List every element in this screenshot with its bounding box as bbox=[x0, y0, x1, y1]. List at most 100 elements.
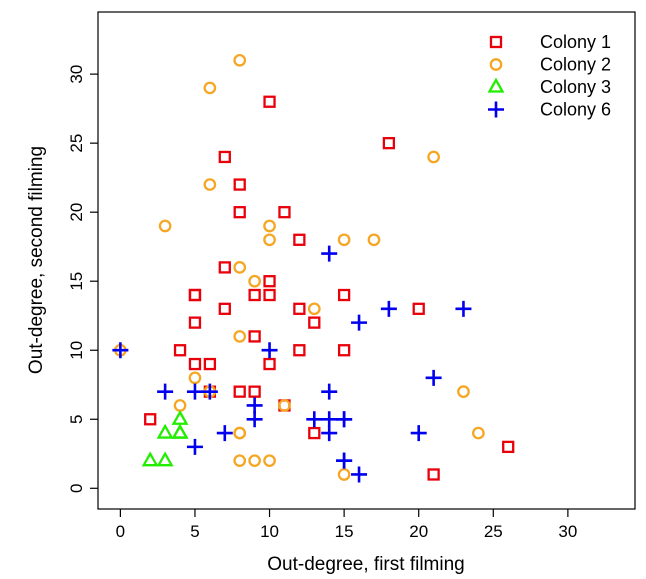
data-point bbox=[112, 342, 129, 359]
data-points bbox=[112, 53, 515, 483]
data-point bbox=[218, 261, 231, 274]
data-point bbox=[278, 399, 291, 412]
data-point bbox=[233, 206, 246, 219]
data-point bbox=[367, 233, 381, 247]
data-point bbox=[337, 344, 351, 357]
x-tick-label: 10 bbox=[260, 522, 279, 541]
y-tick-label: 5 bbox=[67, 415, 86, 424]
data-point bbox=[261, 342, 278, 359]
legend-label: Colony 3 bbox=[540, 77, 611, 97]
data-point bbox=[218, 150, 231, 164]
x-tick-label: 20 bbox=[409, 522, 428, 541]
data-point bbox=[337, 288, 351, 302]
data-point bbox=[293, 302, 306, 315]
data-point bbox=[263, 233, 276, 247]
legend-marker bbox=[488, 101, 504, 118]
data-point bbox=[380, 300, 397, 317]
data-point bbox=[321, 425, 338, 442]
data-point bbox=[141, 451, 159, 467]
data-point bbox=[248, 288, 261, 302]
legend-marker bbox=[489, 58, 503, 71]
data-point bbox=[263, 454, 276, 468]
data-point bbox=[156, 451, 174, 467]
series-colony-3 bbox=[141, 409, 189, 467]
data-point bbox=[427, 150, 440, 164]
series-colony-1 bbox=[144, 95, 515, 481]
data-point bbox=[188, 316, 202, 329]
data-point bbox=[186, 383, 203, 400]
data-point bbox=[248, 330, 261, 343]
data-point bbox=[233, 178, 246, 191]
data-point bbox=[156, 423, 174, 439]
data-point bbox=[425, 369, 442, 386]
plot-frame bbox=[97, 11, 636, 510]
data-point bbox=[233, 426, 247, 440]
data-point bbox=[144, 413, 157, 426]
x-axis-label: Out-degree, first filming bbox=[267, 554, 464, 575]
data-point bbox=[382, 137, 396, 150]
data-point bbox=[216, 425, 233, 442]
data-point bbox=[158, 219, 172, 233]
y-tick-label: 25 bbox=[67, 134, 86, 153]
data-point bbox=[457, 385, 470, 399]
y-tick-label: 20 bbox=[67, 203, 86, 222]
data-point bbox=[321, 411, 338, 428]
data-point bbox=[307, 302, 321, 316]
data-point bbox=[263, 288, 276, 302]
data-point bbox=[233, 53, 247, 67]
legend-label: Colony 1 bbox=[540, 32, 611, 52]
data-point bbox=[336, 411, 353, 428]
data-point bbox=[278, 206, 291, 219]
data-point bbox=[201, 383, 218, 400]
legend-label: Colony 2 bbox=[540, 55, 611, 75]
y-axis-label: Out-degree, second filming bbox=[26, 146, 47, 374]
x-tick-label: 5 bbox=[190, 522, 199, 541]
data-point bbox=[412, 302, 425, 315]
data-point bbox=[502, 440, 515, 454]
data-point bbox=[248, 454, 261, 468]
data-point bbox=[472, 426, 485, 440]
legend-label: Colony 6 bbox=[540, 100, 611, 120]
legend-marker bbox=[487, 77, 505, 93]
data-point bbox=[351, 314, 368, 331]
y-tick-label: 15 bbox=[67, 272, 86, 291]
data-point bbox=[171, 423, 189, 439]
y-tick-label: 0 bbox=[67, 484, 86, 493]
data-point bbox=[233, 330, 247, 343]
data-point bbox=[233, 385, 246, 398]
data-point bbox=[455, 300, 472, 317]
data-point bbox=[248, 274, 261, 288]
data-point bbox=[233, 261, 247, 274]
data-point bbox=[246, 411, 263, 428]
data-point bbox=[248, 385, 261, 398]
data-point bbox=[337, 233, 351, 247]
series-colony-6 bbox=[112, 245, 472, 483]
data-point bbox=[410, 425, 427, 442]
data-point bbox=[351, 466, 368, 483]
data-point bbox=[308, 316, 321, 329]
y-axis: 0 5 10 15 20 25 30 bbox=[67, 65, 98, 493]
series-colony-2 bbox=[114, 53, 485, 481]
x-tick-label: 25 bbox=[484, 522, 503, 541]
legend-marker bbox=[489, 35, 503, 49]
data-point bbox=[427, 468, 440, 481]
data-point bbox=[293, 344, 306, 357]
data-point bbox=[308, 426, 321, 440]
data-point bbox=[263, 95, 276, 108]
data-point bbox=[321, 245, 338, 262]
data-point bbox=[173, 399, 187, 412]
data-point bbox=[186, 438, 203, 455]
data-point bbox=[171, 409, 189, 425]
data-point bbox=[306, 411, 323, 428]
data-point bbox=[188, 371, 202, 385]
data-point bbox=[263, 357, 276, 371]
data-point bbox=[188, 288, 202, 302]
data-point bbox=[336, 452, 353, 469]
data-point bbox=[203, 357, 217, 371]
data-point bbox=[218, 302, 231, 315]
data-point bbox=[263, 219, 276, 233]
y-tick-label: 30 bbox=[67, 65, 86, 84]
data-point bbox=[246, 397, 263, 414]
x-tick-label: 15 bbox=[335, 522, 354, 541]
